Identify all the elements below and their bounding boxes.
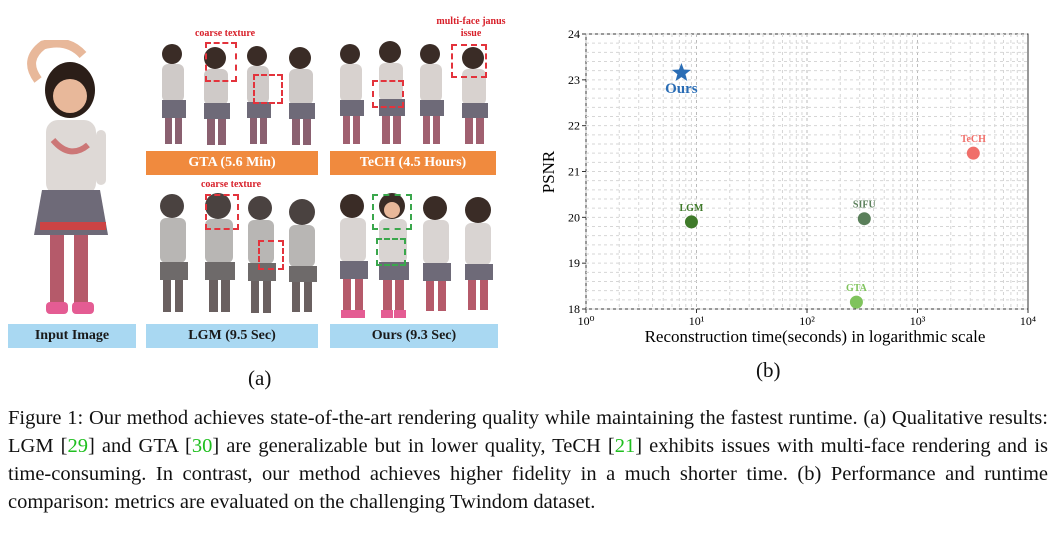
input-image-label: Input Image [8, 324, 136, 348]
citation-21[interactable]: 21 [614, 435, 636, 457]
highlight-box-gta-body [253, 74, 283, 104]
highlight-box-ours-face [372, 194, 412, 230]
figure-caption: Figure 1: Our method achieves state-of-t… [8, 404, 1048, 516]
lgm-renders [160, 193, 317, 313]
annotation-coarse-texture-bottom: coarse texture [200, 179, 262, 190]
highlight-box-lgm-face [205, 194, 239, 230]
highlight-box-lgm-body [258, 240, 284, 270]
panel-a-sublabel: (a) [248, 366, 272, 390]
gta-renders [162, 44, 315, 145]
y-tick-label: 20 [568, 210, 580, 224]
y-tick-label: 22 [568, 119, 580, 133]
highlight-box-gta-face [205, 42, 237, 82]
caption-text-4: ] exhibits issues with multi-face render… [8, 435, 1048, 513]
point-ours [671, 62, 691, 82]
point-label-sifu: SIFU [853, 200, 876, 211]
point-label-tech: TeCH [961, 134, 986, 145]
psnr-runtime-chart: 10⁰ 10¹ 10² 10³ 10⁴ 18 19 20 21 22 23 24 Ours LGM SI… [539, 27, 1036, 346]
x-tick-label: 10¹ [689, 314, 705, 328]
y-tick-label: 23 [568, 73, 580, 87]
x-tick-label: 10⁰ [578, 314, 595, 328]
x-tick-label: 10⁴ [1020, 314, 1036, 328]
y-tick-label: 19 [568, 256, 580, 270]
point-gta [849, 295, 863, 309]
panel-a: Input Image coarse texture GTA (5.6 Min)… [0, 0, 510, 390]
point-lgm [684, 215, 698, 229]
tech-label: TeCH (4.5 Hours) [330, 151, 496, 175]
panel-b-sublabel: (b) [756, 358, 781, 382]
y-tick-label: 21 [568, 165, 580, 179]
x-axis-label: Reconstruction time(seconds) in logarith… [645, 327, 986, 346]
point-tech [966, 146, 980, 160]
point-label-lgm: LGM [679, 203, 703, 214]
citation-29[interactable]: 29 [67, 435, 88, 457]
highlight-box-tech-face [451, 44, 487, 78]
x-tick-label: 10² [799, 314, 815, 328]
highlight-box-tech-body [372, 80, 404, 108]
gta-label: GTA (5.6 Min) [146, 151, 318, 175]
point-label-gta: GTA [846, 283, 868, 294]
annotation-coarse-texture-top: coarse texture [194, 28, 256, 39]
ours-renders [340, 193, 493, 318]
caption-text-2: ] and GTA [ [87, 435, 192, 457]
data-points: Ours LGM SIFU GTA TeCH [665, 62, 986, 309]
x-tick-label: 10³ [910, 314, 926, 328]
citation-30[interactable]: 30 [191, 435, 213, 457]
point-label-ours: Ours [665, 81, 698, 97]
caption-text-1: Figure 1: Our method achieves state-of-t… [8, 407, 1048, 457]
input-image-figure [27, 40, 108, 314]
tech-renders [340, 41, 488, 144]
point-sifu [857, 212, 871, 226]
y-tick-labels: 18 19 20 21 22 23 24 [568, 27, 586, 316]
lgm-label: LGM (9.5 Sec) [146, 324, 318, 348]
y-tick-label: 24 [568, 27, 580, 41]
y-tick-label: 18 [568, 302, 580, 316]
ours-label: Ours (9.3 Sec) [330, 324, 498, 348]
x-tick-labels: 10⁰ 10¹ 10² 10³ 10⁴ [578, 309, 1036, 328]
gridlines [585, 33, 1028, 310]
highlight-box-ours-body [376, 238, 406, 266]
y-axis-label: PSNR [539, 150, 558, 193]
caption-text-3: ] are generalizable but in lower quality… [212, 435, 615, 457]
annotation-multi-face-janus: multi-face janus issue [436, 16, 506, 39]
